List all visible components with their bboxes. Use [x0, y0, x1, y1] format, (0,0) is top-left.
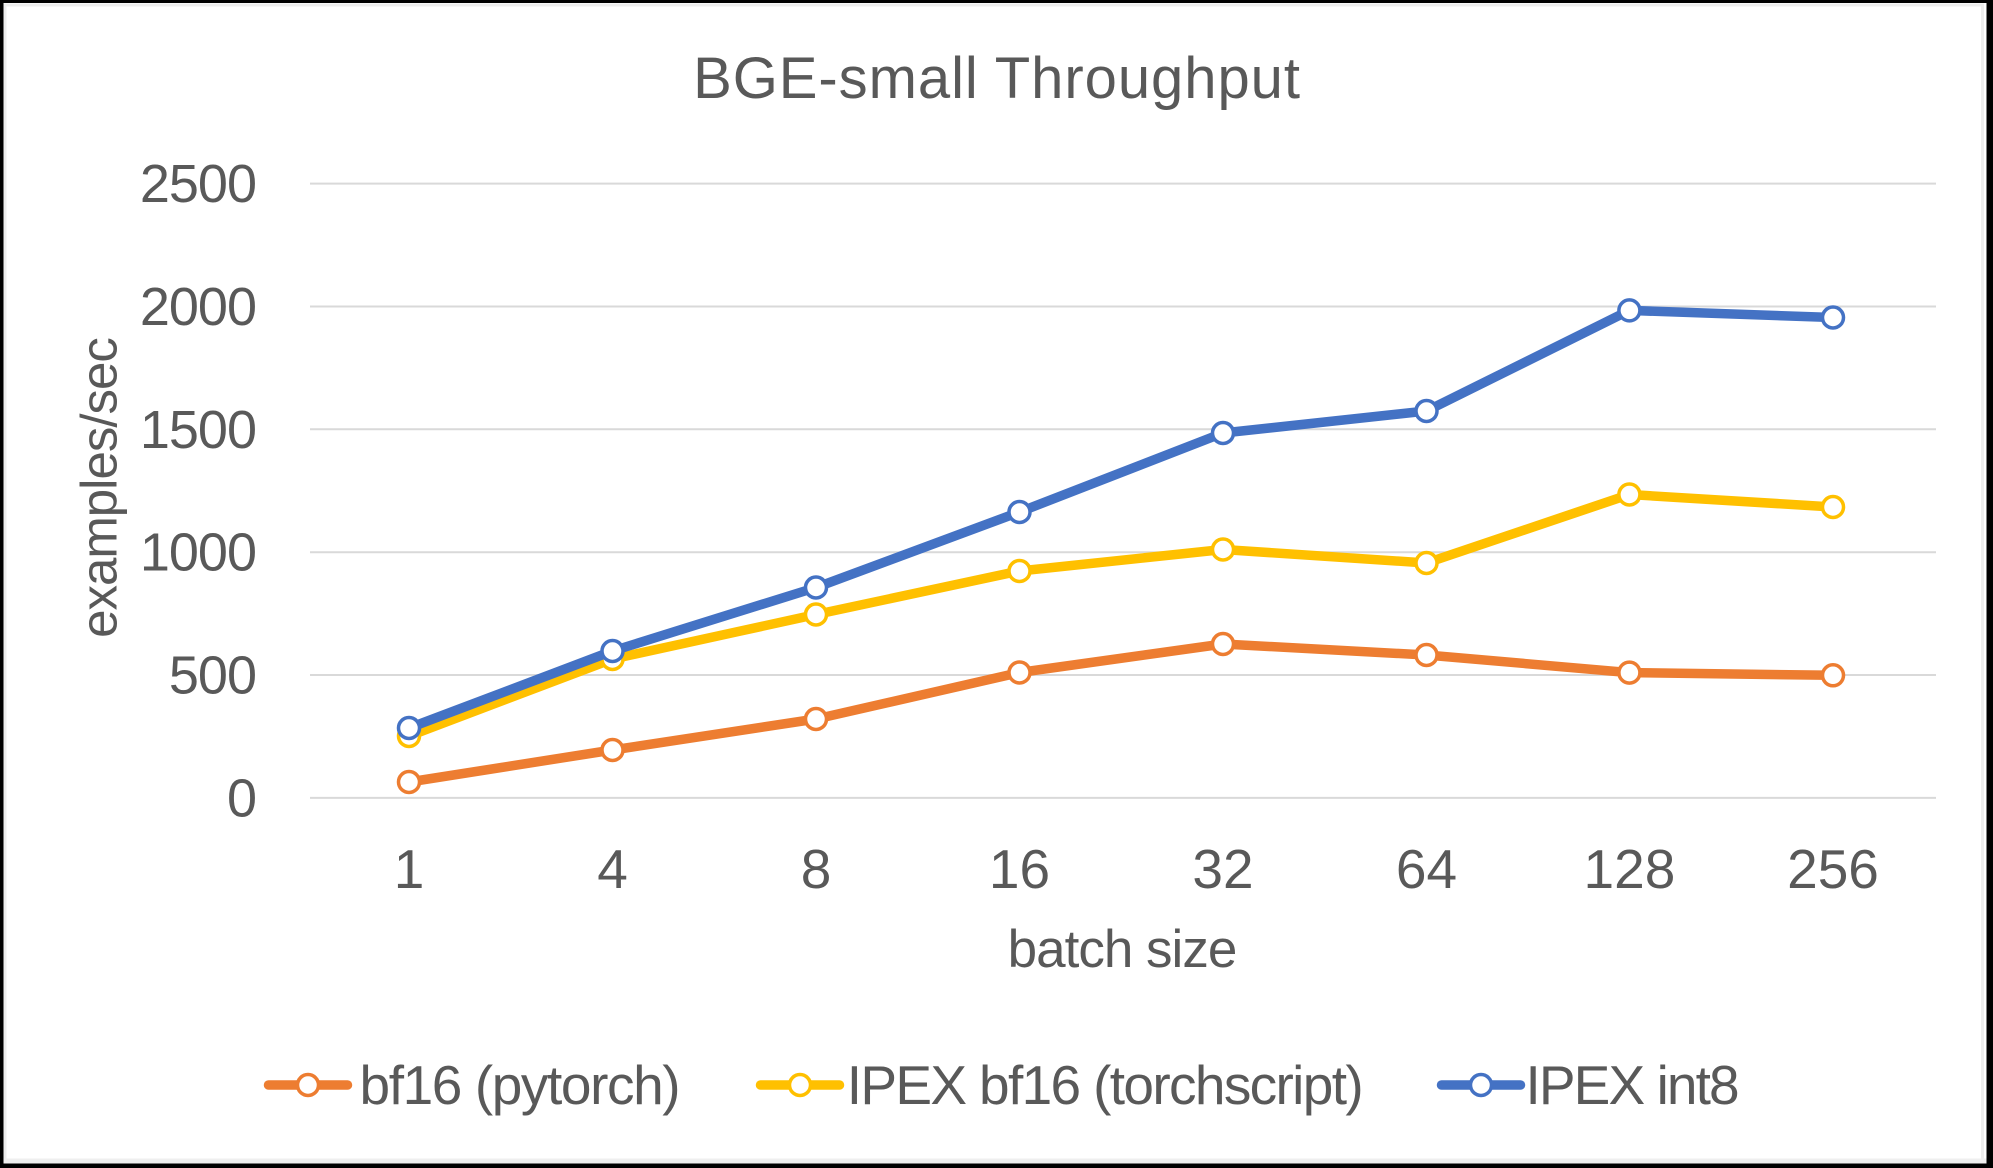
svg-text:1000: 1000	[140, 523, 256, 583]
svg-text:256: 256	[1787, 838, 1879, 900]
svg-text:32: 32	[1192, 838, 1253, 900]
svg-text:4: 4	[597, 838, 628, 900]
svg-text:500: 500	[169, 646, 256, 706]
svg-text:1500: 1500	[140, 400, 256, 460]
svg-text:64: 64	[1396, 838, 1457, 900]
svg-text:1: 1	[394, 838, 425, 900]
svg-text:IPEX int8: IPEX int8	[1526, 1054, 1739, 1116]
svg-text:2000: 2000	[140, 277, 256, 337]
svg-text:0: 0	[227, 768, 256, 828]
svg-text:IPEX bf16 (torchscript): IPEX bf16 (torchscript)	[847, 1054, 1362, 1116]
svg-text:128: 128	[1584, 838, 1676, 900]
svg-text:2500: 2500	[140, 154, 256, 214]
svg-text:bf16 (pytorch): bf16 (pytorch)	[360, 1054, 680, 1116]
svg-text:batch size: batch size	[1008, 920, 1237, 979]
svg-text:8: 8	[801, 838, 832, 900]
svg-text:examples/sec: examples/sec	[71, 338, 128, 638]
svg-text:BGE-small Throughput: BGE-small Throughput	[693, 46, 1301, 111]
svg-text:16: 16	[989, 838, 1050, 900]
